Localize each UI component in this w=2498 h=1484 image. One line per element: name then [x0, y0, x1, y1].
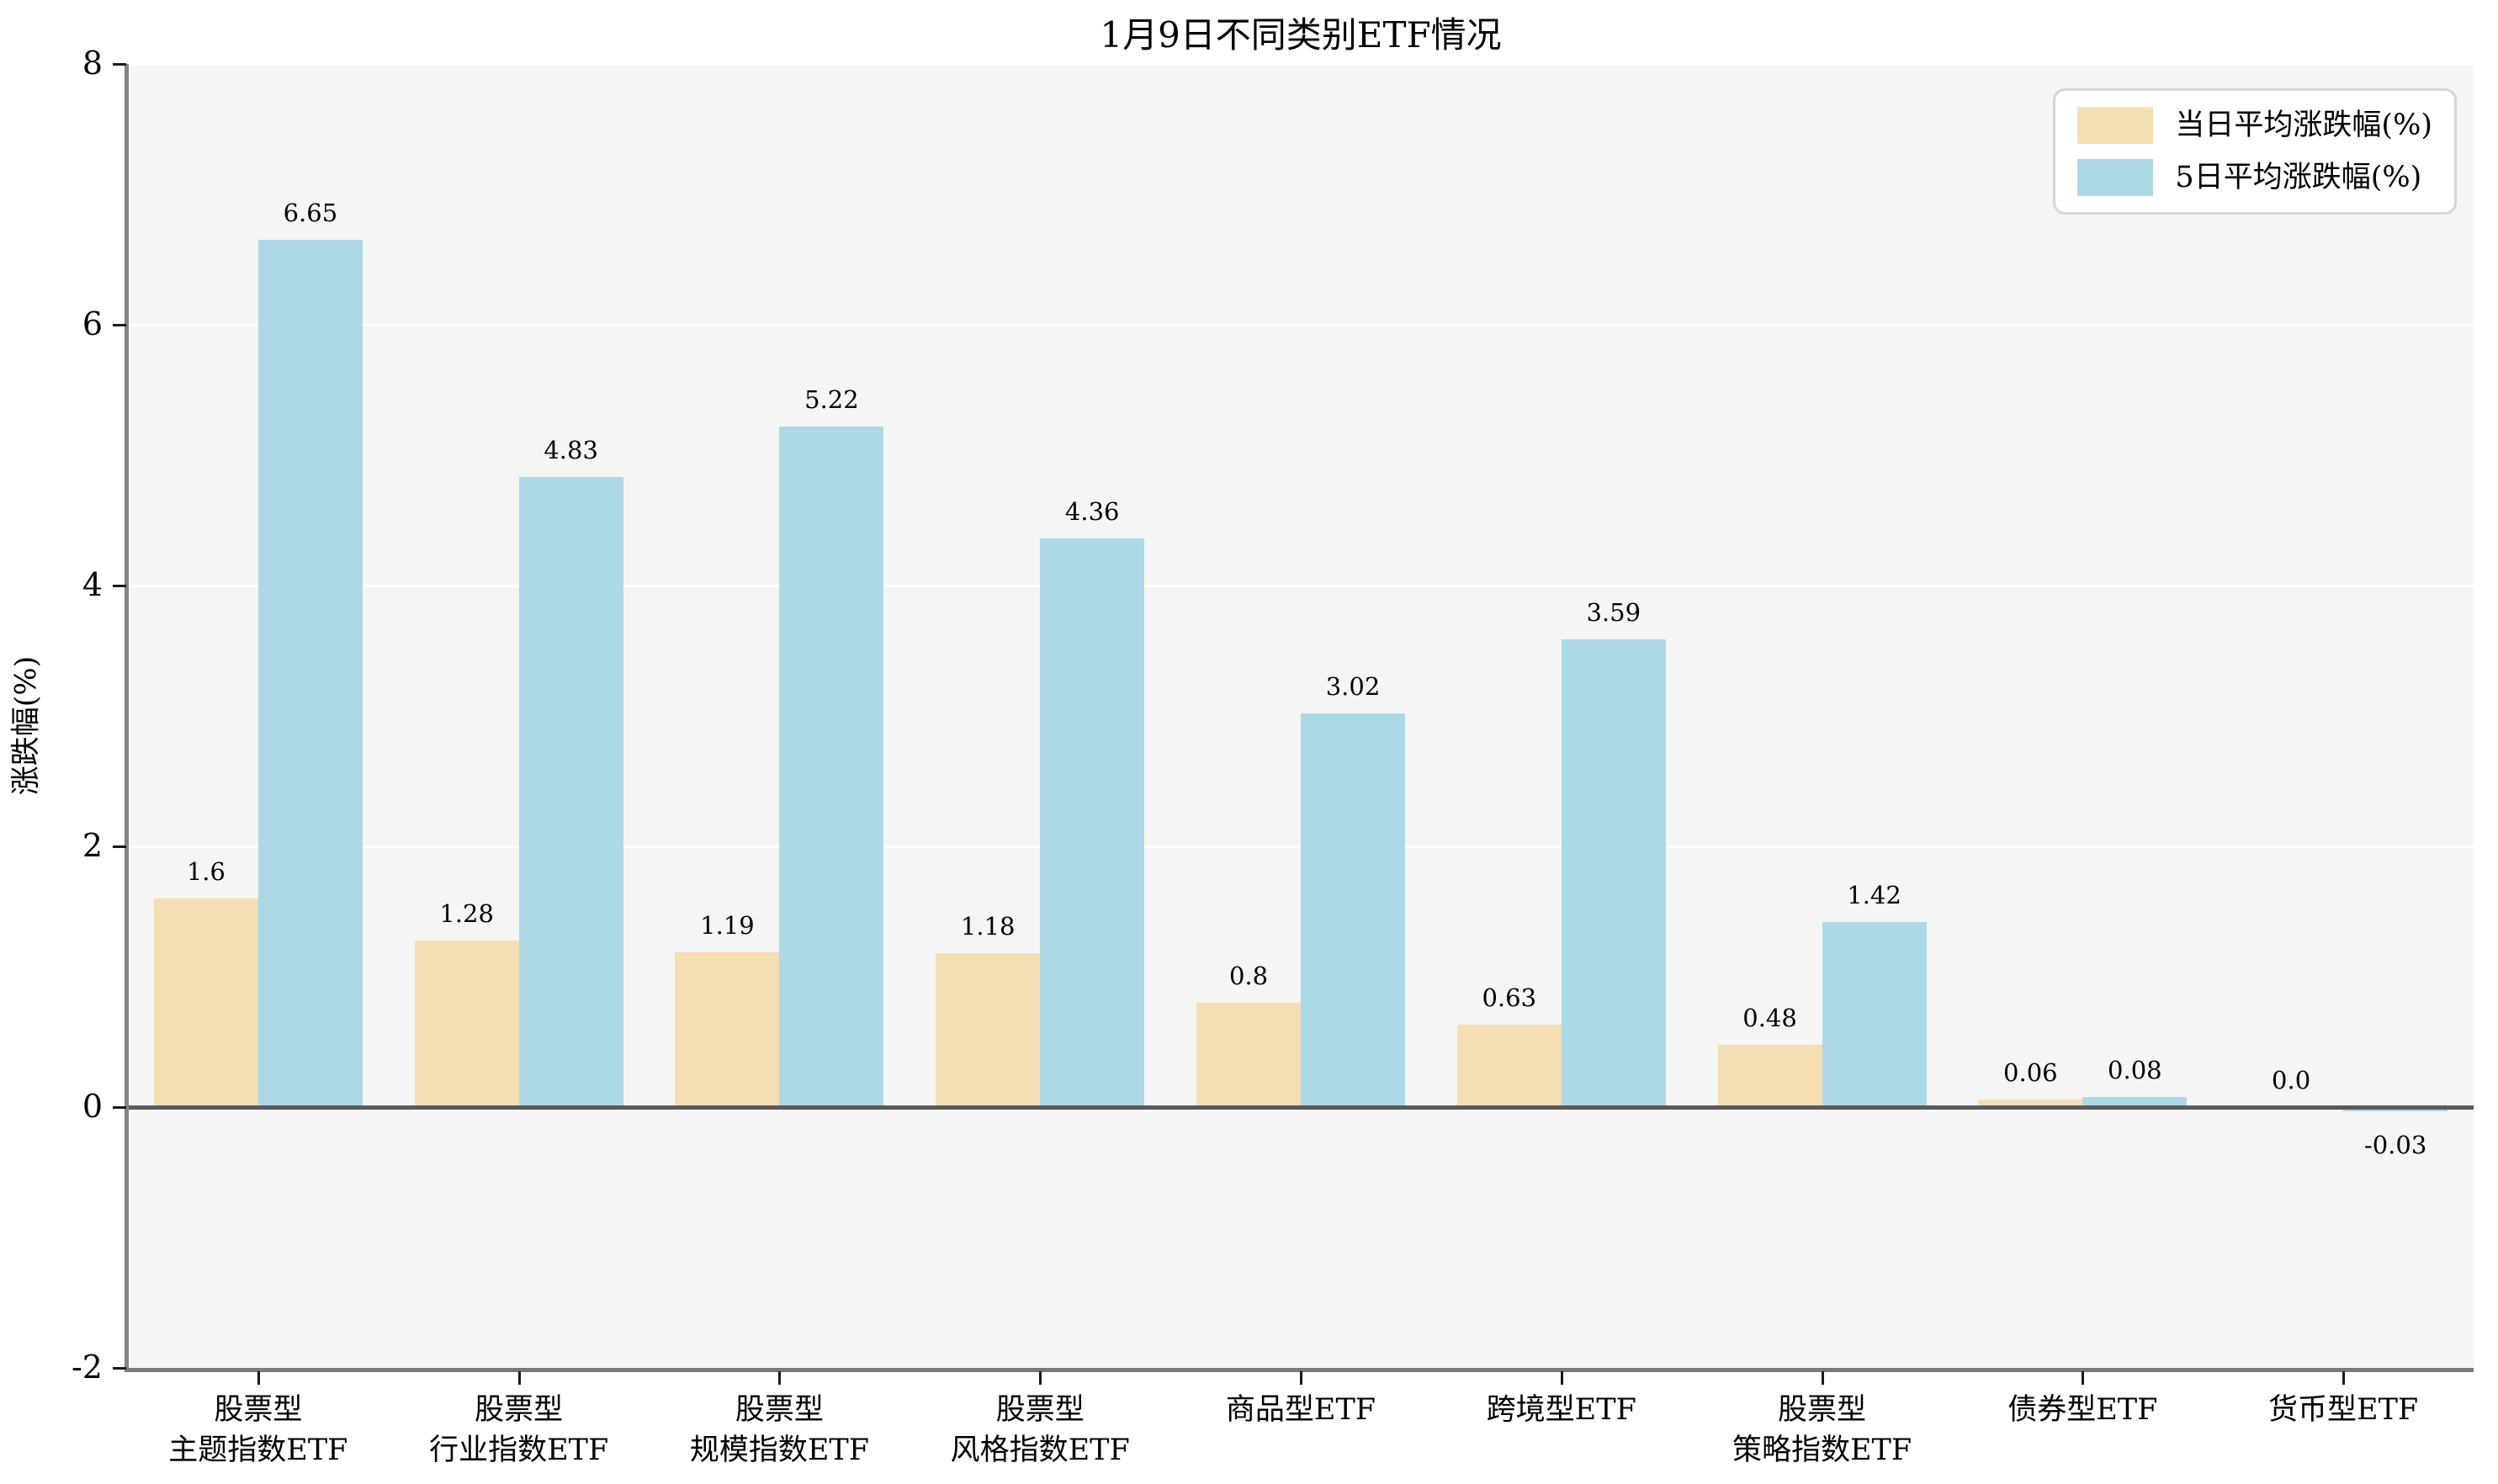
x-category-label: 商品型ETF: [1225, 1393, 1376, 1427]
y-tick-label: 6: [82, 305, 103, 342]
bar-value-label: 0.63: [1482, 983, 1537, 1013]
bar-value-label: 1.19: [700, 910, 755, 940]
x-axis-tick: [1821, 1371, 1824, 1385]
y-axis-tick: [113, 585, 126, 587]
x-axis-tick: [1300, 1371, 1302, 1385]
bar: [936, 953, 1041, 1107]
bar: [518, 477, 623, 1107]
bar: [1301, 713, 1405, 1107]
bar: [1978, 1099, 2083, 1107]
x-axis-tick: [1039, 1371, 1042, 1385]
bar-value-label: 1.6: [186, 857, 225, 886]
bar-value-label: 4.83: [544, 436, 598, 465]
legend-item: 5日平均涨跌幅(%): [2077, 158, 2432, 197]
legend-label: 5日平均涨跌幅(%): [2175, 161, 2422, 194]
y-tick-label: 4: [82, 566, 103, 603]
bar-value-label: 0.08: [2108, 1055, 2162, 1084]
y-axis-tick: [113, 63, 126, 66]
bar: [1196, 1003, 1301, 1107]
bar-value-label: 5.22: [804, 384, 859, 414]
chart-title: 1月9日不同类别ETF情况: [1100, 14, 1502, 56]
bar: [1456, 1025, 1562, 1107]
x-axis-tick: [1560, 1371, 1563, 1385]
bar-value-label: 4.36: [1064, 497, 1120, 527]
bar: [414, 940, 519, 1107]
bar: [1717, 1044, 1822, 1107]
bar: [2082, 1096, 2188, 1107]
y-axis-tick: [113, 845, 126, 848]
y-axis-tick: [113, 324, 126, 326]
zero-line: [128, 1105, 2474, 1110]
x-category-label: 股票型 风格指数ETF: [950, 1393, 1130, 1467]
x-category-label: 股票型 行业指数ETF: [429, 1393, 609, 1467]
y-tick-label: -2: [71, 1349, 103, 1386]
bar: [1822, 921, 1927, 1107]
legend-label: 当日平均涨跌幅(%): [2175, 109, 2432, 142]
bar-value-label: -0.03: [2363, 1130, 2427, 1159]
bar-value-label: 0.0: [2272, 1066, 2311, 1094]
bar: [1040, 538, 1145, 1107]
x-axis-tick: [2342, 1371, 2346, 1385]
y-axis-tick: [113, 1367, 126, 1370]
y-axis-spine: [125, 64, 129, 1372]
bar-value-label: 6.65: [283, 199, 338, 228]
x-axis-tick: [2082, 1371, 2085, 1385]
x-category-label: 股票型 规模指数ETF: [689, 1393, 870, 1467]
legend-swatch-icon: [2077, 107, 2154, 144]
legend-swatch-icon: [2077, 159, 2154, 196]
bar: [779, 426, 884, 1107]
x-category-label: 股票型 主题指数ETF: [168, 1393, 348, 1467]
bar-value-label: 0.48: [1742, 1003, 1797, 1032]
bar: [1561, 639, 1666, 1107]
gridline: [128, 585, 2474, 587]
bar-value-label: 0.8: [1228, 962, 1269, 990]
bar-value-label: 1.28: [439, 898, 494, 928]
bar-value-label: 1.42: [1847, 880, 1901, 909]
bar: [257, 240, 363, 1107]
bar: [675, 951, 780, 1107]
x-axis-tick: [257, 1371, 260, 1385]
x-category-label: 债券型ETF: [2007, 1393, 2158, 1427]
x-category-label: 货币型ETF: [2268, 1393, 2419, 1427]
y-axis-tick: [113, 1106, 126, 1109]
x-category-label: 股票型 策略指数ETF: [1732, 1393, 1912, 1467]
bar-value-label: 3.02: [1325, 671, 1381, 701]
x-axis-tick: [778, 1371, 782, 1385]
bar-value-label: 1.18: [960, 912, 1016, 941]
y-tick-label: 0: [82, 1088, 103, 1125]
bar: [153, 898, 258, 1107]
x-category-label: 跨境型ETF: [1486, 1393, 1636, 1427]
x-axis-spine: [125, 1368, 2474, 1372]
bar-value-label: 3.59: [1586, 597, 1641, 627]
y-axis-label: 涨跌幅(%): [9, 655, 44, 796]
x-axis-tick: [517, 1371, 521, 1385]
y-tick-label: 8: [82, 45, 103, 82]
y-tick-label: 2: [82, 827, 103, 864]
gridline: [128, 63, 2474, 66]
gridline: [128, 324, 2474, 326]
bar-value-label: 0.06: [2003, 1057, 2058, 1087]
legend: 当日平均涨跌幅(%) 5日平均涨跌幅(%): [2053, 88, 2457, 215]
legend-item: 当日平均涨跌幅(%): [2077, 106, 2432, 145]
